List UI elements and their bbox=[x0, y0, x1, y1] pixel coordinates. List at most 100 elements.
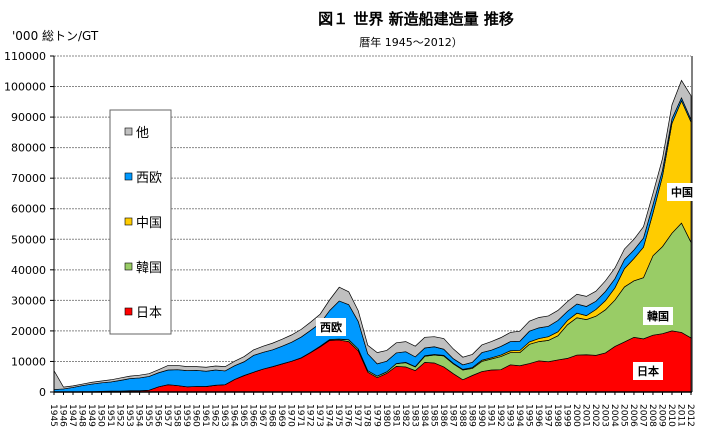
x-tick-label: 1980 bbox=[381, 404, 391, 427]
x-tick-label: 1999 bbox=[561, 404, 571, 427]
x-tick-label: 1969 bbox=[276, 404, 286, 427]
x-tick-label: 1947 bbox=[67, 404, 77, 427]
x-tick-label: 1981 bbox=[390, 404, 400, 427]
area-他 bbox=[53, 79, 692, 390]
x-tick-label: 1973 bbox=[314, 404, 324, 427]
y-tick-label: 100000 bbox=[4, 81, 46, 94]
x-tick-label: 1989 bbox=[466, 404, 476, 427]
x-tick-label: 1950 bbox=[96, 404, 106, 427]
y-tick-label: 50000 bbox=[11, 233, 46, 246]
x-tick-label: 1968 bbox=[267, 404, 277, 427]
annotation-korea: 韓国 bbox=[643, 307, 673, 325]
x-tick-label: 1957 bbox=[162, 404, 172, 427]
y-axis-unit-label: '000 総トン/GT bbox=[12, 29, 99, 43]
legend-label: 日本 bbox=[136, 306, 162, 321]
x-tick-label: 1970 bbox=[286, 404, 296, 427]
x-tick-label: 2000 bbox=[571, 404, 581, 427]
x-tick-label: 1959 bbox=[181, 404, 191, 427]
x-tick-label: 1967 bbox=[257, 404, 267, 427]
x-tick-label: 1993 bbox=[504, 404, 514, 427]
x-tick-label: 1997 bbox=[542, 404, 552, 427]
x-tick-label: 2010 bbox=[666, 404, 676, 427]
legend-label: 中国 bbox=[136, 216, 162, 231]
x-tick-label: 2003 bbox=[599, 404, 609, 427]
x-tick-label: 1966 bbox=[248, 404, 258, 427]
x-tick-label: 1995 bbox=[523, 404, 533, 427]
annotation-china: 中国 bbox=[667, 183, 697, 201]
x-tick-label: 2012 bbox=[685, 404, 695, 427]
annotation-western-europe: 西欧 bbox=[316, 318, 346, 336]
x-tick-label: 1961 bbox=[200, 404, 210, 427]
x-tick-label: 2007 bbox=[637, 404, 647, 427]
x-tick-label: 1978 bbox=[362, 404, 372, 427]
x-tick-label: 1956 bbox=[153, 404, 163, 427]
x-tick-label: 1998 bbox=[552, 404, 562, 427]
x-tick-label: 2002 bbox=[590, 404, 600, 427]
x-tick-label: 2008 bbox=[647, 404, 657, 427]
x-tick-label: 1953 bbox=[124, 404, 134, 427]
x-tick-label: 1982 bbox=[400, 404, 410, 427]
x-tick-label: 1974 bbox=[324, 404, 334, 427]
x-tick-label: 2011 bbox=[675, 404, 685, 427]
x-tick-label: 2004 bbox=[609, 404, 619, 427]
y-tick-label: 30000 bbox=[11, 294, 46, 307]
legend-label: 他 bbox=[136, 126, 149, 141]
legend-swatch-西欧 bbox=[124, 172, 133, 181]
x-tick-label: 1985 bbox=[428, 404, 438, 427]
legend-box bbox=[109, 109, 172, 335]
x-tick-label: 1964 bbox=[229, 404, 239, 427]
x-tick-label: 1987 bbox=[447, 404, 457, 427]
x-tick-label: 1963 bbox=[219, 404, 229, 427]
legend-swatch-日本 bbox=[124, 307, 133, 316]
x-tick-label: 2009 bbox=[656, 404, 666, 427]
y-tick-label: 10000 bbox=[11, 355, 46, 368]
chart-subtitle: 暦年 1945～2012） bbox=[359, 36, 463, 49]
x-tick-label: 1990 bbox=[476, 404, 486, 427]
x-tick-label: 1965 bbox=[238, 404, 248, 427]
x-tick-label: 1994 bbox=[514, 404, 524, 427]
x-tick-label: 1958 bbox=[172, 404, 182, 427]
x-tick-label: 1946 bbox=[58, 404, 68, 427]
x-tick-label: 1976 bbox=[343, 404, 353, 427]
legend-swatch-中国 bbox=[124, 217, 133, 226]
legend-label: 西欧 bbox=[136, 171, 162, 186]
x-tick-label: 1979 bbox=[371, 404, 381, 427]
x-tick-label: 1977 bbox=[352, 404, 362, 427]
x-tick-label: 2005 bbox=[618, 404, 628, 427]
y-tick-label: 90000 bbox=[11, 111, 46, 124]
x-tick-label: 1954 bbox=[134, 404, 144, 427]
x-tick-label: 1948 bbox=[77, 404, 87, 427]
x-tick-label: 1971 bbox=[295, 404, 305, 427]
x-tick-label: 1952 bbox=[115, 404, 125, 427]
x-tick-label: 1945 bbox=[48, 404, 58, 427]
x-tick-label: 1951 bbox=[105, 404, 115, 427]
legend-swatch-韓国 bbox=[124, 262, 133, 271]
y-tick-label: 80000 bbox=[11, 142, 46, 155]
chart-title: 図１ 世界 新造船建造量 推移 bbox=[318, 10, 514, 28]
x-tick-label: 2001 bbox=[580, 404, 590, 427]
annotation-japan: 日本 bbox=[633, 362, 663, 380]
y-tick-label: 20000 bbox=[11, 325, 46, 338]
y-tick-label: 40000 bbox=[11, 264, 46, 277]
x-tick-label: 1996 bbox=[533, 404, 543, 427]
x-tick-label: 1975 bbox=[333, 404, 343, 427]
x-tick-label: 1949 bbox=[86, 404, 96, 427]
y-tick-label: 110000 bbox=[4, 50, 46, 63]
x-tick-label: 1991 bbox=[485, 404, 495, 427]
y-tick-label: 70000 bbox=[11, 172, 46, 185]
x-tick-label: 1960 bbox=[191, 404, 201, 427]
legend-label: 韓国 bbox=[136, 261, 162, 276]
y-tick-label: 60000 bbox=[11, 203, 46, 216]
x-tick-label: 1986 bbox=[438, 404, 448, 427]
y-tick-label: 0 bbox=[39, 386, 46, 399]
x-tick-label: 1962 bbox=[210, 404, 220, 427]
x-tick-label: 1984 bbox=[419, 404, 429, 427]
x-tick-label: 1955 bbox=[143, 404, 153, 427]
x-tick-label: 1988 bbox=[457, 404, 467, 427]
x-tick-label: 1972 bbox=[305, 404, 315, 427]
legend-swatch-他 bbox=[124, 127, 133, 136]
x-tick-label: 1992 bbox=[495, 404, 505, 427]
x-tick-label: 1983 bbox=[409, 404, 419, 427]
